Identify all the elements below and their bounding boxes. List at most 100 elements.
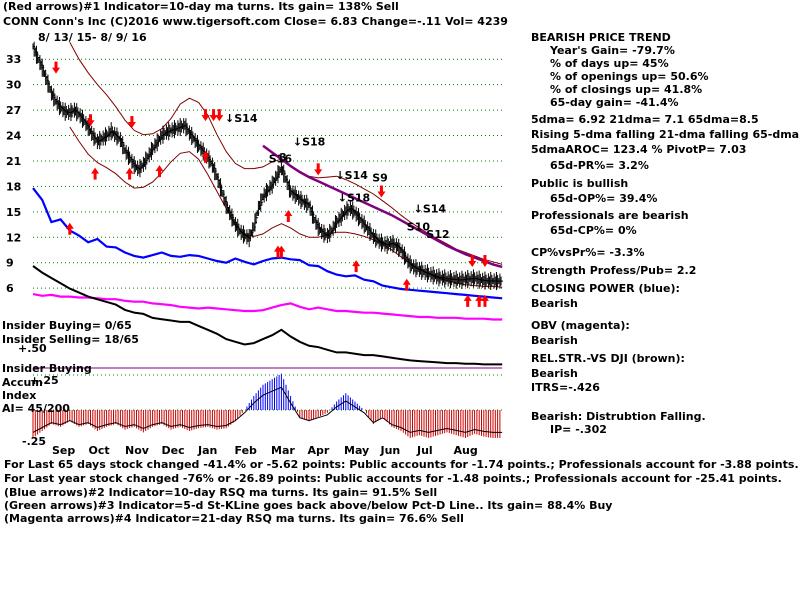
footer-year-change: For Last year stock changed -76% or -26.… bbox=[4, 472, 782, 485]
month-label: May bbox=[344, 444, 369, 457]
red-up-arrow bbox=[480, 294, 489, 307]
y-tick-label: 30 bbox=[6, 79, 22, 92]
red-up-arrow bbox=[201, 150, 210, 163]
op-percent: 65d-OP%= 39.4% bbox=[550, 192, 658, 205]
red-up-arrow bbox=[475, 294, 484, 307]
red-up-arrow bbox=[402, 278, 411, 291]
header-ticker-line: CONN Conn's Inc (C)2016 www.tigersoft.co… bbox=[3, 15, 508, 28]
red-down-arrow bbox=[209, 109, 218, 122]
red-up-arrow bbox=[277, 245, 286, 258]
distribution-status: Bearish: Distrubtion Falling. bbox=[531, 410, 706, 423]
y-tick-label: 18 bbox=[6, 180, 21, 193]
y-tick-label: 33 bbox=[6, 53, 21, 66]
stat-65day-gain: 65-day gain= -41.4% bbox=[550, 96, 679, 109]
red-up-arrow bbox=[352, 260, 361, 273]
red-down-arrow bbox=[215, 109, 224, 122]
red-up-arrow bbox=[284, 210, 293, 223]
itrs-value: ITRS=-.426 bbox=[531, 381, 600, 394]
signal-label: S12 bbox=[426, 228, 449, 241]
red-down-arrow bbox=[480, 254, 489, 267]
red-down-arrow bbox=[86, 114, 95, 127]
accum-ma-line bbox=[32, 386, 503, 433]
accum-tick-plus25: +.25 bbox=[30, 374, 59, 387]
y-tick-label: 27 bbox=[6, 104, 21, 117]
obv-label: OBV (magenta): bbox=[531, 319, 630, 332]
red-down-arrow bbox=[377, 185, 386, 198]
closing-power-label: CLOSING POWER (blue): bbox=[531, 282, 680, 295]
pr-percent: 65d-PR%= 3.2% bbox=[550, 159, 649, 172]
strength-ratio: Strength Profess/Pub= 2.2 bbox=[531, 264, 697, 277]
stat-openings-up: % of openings up= 50.6% bbox=[550, 70, 709, 83]
professionals-status: Professionals are bearish bbox=[531, 209, 689, 222]
y-tick-label: 9 bbox=[6, 257, 14, 270]
month-label: Oct bbox=[89, 444, 110, 457]
red-up-arrow bbox=[463, 294, 472, 307]
signal-label: S10 bbox=[407, 220, 431, 233]
y-tick-label: 15 bbox=[6, 206, 21, 219]
obv-value: Bearish bbox=[531, 334, 578, 347]
rel-strength-line bbox=[32, 265, 503, 366]
accum-tick-minus25: -.25 bbox=[22, 435, 47, 448]
stat-closings-up: % of closings up= 41.8% bbox=[550, 83, 703, 96]
closing-power-value: Bearish bbox=[531, 297, 578, 310]
relstr-value: Bearish bbox=[531, 367, 578, 380]
month-label: Apr bbox=[308, 444, 330, 457]
month-label: Jun bbox=[380, 444, 401, 457]
y-tick-label: 21 bbox=[6, 155, 21, 168]
signal-label: ↓S18 bbox=[293, 136, 325, 149]
accum-tick-plus50: +.50 bbox=[18, 342, 47, 355]
signal-label: S16 bbox=[269, 153, 293, 166]
month-label: Mar bbox=[271, 444, 295, 457]
red-up-arrow bbox=[91, 167, 100, 180]
y-tick-label: 6 bbox=[6, 282, 14, 295]
header-indicator-line: (Red arrows)#1 Indicator=10-day ma turns… bbox=[3, 0, 399, 13]
red-down-arrow bbox=[201, 109, 210, 122]
ai-value: AI= 45/200 bbox=[2, 402, 70, 415]
price-bars bbox=[32, 41, 504, 291]
red-up-arrow bbox=[155, 165, 164, 178]
y-tick-label: 24 bbox=[6, 130, 22, 143]
closing-power-line bbox=[32, 187, 503, 300]
month-label: Jul bbox=[416, 444, 433, 457]
signal-label: ↓S14 bbox=[225, 112, 258, 125]
signal-label: ↓S14 bbox=[335, 169, 368, 182]
month-label: Nov bbox=[125, 444, 150, 457]
ip-value: IP= -.302 bbox=[550, 423, 607, 436]
footer-65day-change: For Last 65 days stock changed -41.4% or… bbox=[4, 458, 799, 471]
month-label: Dec bbox=[162, 444, 185, 457]
month-label: Jan bbox=[197, 444, 217, 457]
signal-label: ↓S14 bbox=[414, 203, 447, 216]
month-label: Sep bbox=[52, 444, 75, 457]
insider-buying-count: Insider Buying= 0/65 bbox=[2, 319, 132, 332]
accum-label: Accum bbox=[2, 376, 43, 389]
signal-label: 3 bbox=[279, 151, 287, 164]
date-range: 8/ 13/ 15- 8/ 9/ 16 bbox=[38, 31, 147, 44]
insider-selling-count: Insider Selling= 18/65 bbox=[2, 333, 139, 346]
insider-buying-label: Insider Buying bbox=[2, 362, 92, 375]
index-label: Index bbox=[2, 389, 37, 402]
trend-title: BEARISH PRICE TREND bbox=[531, 31, 671, 44]
footer-blue-arrows: (Blue arrows)#2 Indicator=10-day RSQ ma … bbox=[4, 486, 438, 499]
red-down-arrow bbox=[127, 115, 136, 128]
obv-line bbox=[32, 293, 503, 321]
month-label: Feb bbox=[235, 444, 258, 457]
accum-histogram bbox=[32, 373, 501, 438]
ma-direction: Rising 5-dma falling 21-dma falling 65-d… bbox=[531, 128, 800, 141]
public-status: Public is bullish bbox=[531, 177, 629, 190]
signal-label: ↓S18 bbox=[338, 192, 370, 205]
red-down-arrow bbox=[468, 254, 477, 267]
stat-years-gain: Year's Gain= -79.7% bbox=[550, 44, 675, 57]
red-up-arrow bbox=[65, 222, 74, 235]
footer-magenta-arrows: (Magenta arrows)#4 Indicator=21-day RSQ … bbox=[4, 512, 464, 525]
ma65-line bbox=[262, 144, 503, 269]
signal-label: S9 bbox=[372, 171, 388, 184]
cp-vs-pr: CP%vsPr%= -3.3% bbox=[531, 246, 645, 259]
y-tick-label: 12 bbox=[6, 231, 21, 244]
month-label: Aug bbox=[454, 444, 478, 457]
aroc-pivot: 5dmaAROC= 123.4 % PivotP= 7.03 bbox=[531, 143, 747, 156]
footer-green-arrows: (Green arrows)#3 Indicator=5-d St-KLine … bbox=[4, 499, 613, 512]
red-up-arrow bbox=[125, 167, 134, 180]
relstr-label: REL.STR.-VS DJI (brown): bbox=[531, 352, 685, 365]
stat-days-up: % of days up= 45% bbox=[550, 57, 669, 70]
